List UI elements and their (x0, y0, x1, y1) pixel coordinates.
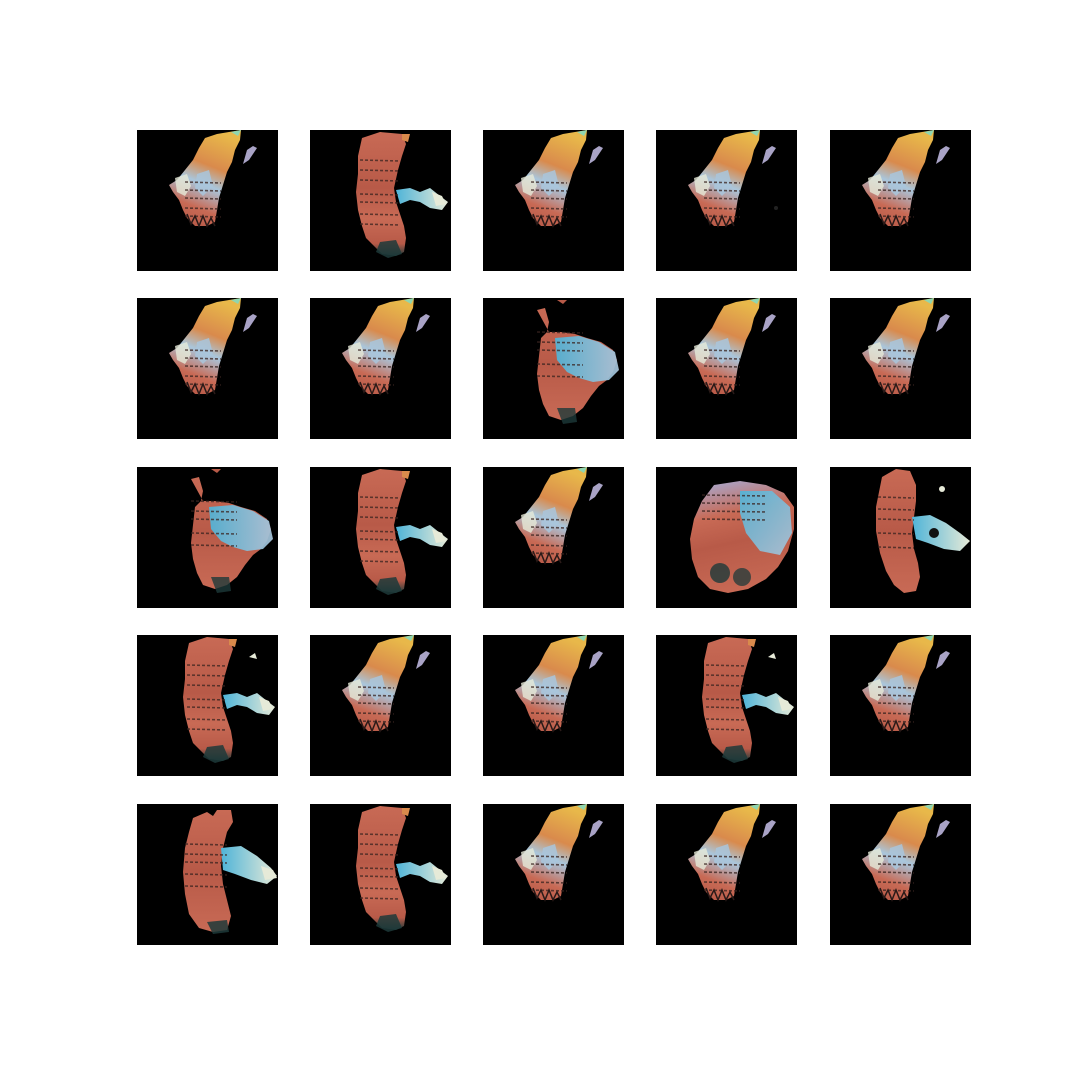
image-panel (656, 467, 797, 608)
image-panel (656, 130, 797, 271)
blob-image (483, 298, 624, 439)
blob-image (137, 635, 278, 776)
image-panel (137, 298, 278, 439)
image-panel (137, 130, 278, 271)
image-panel (483, 635, 624, 776)
blob-image (137, 298, 278, 439)
blob-image (656, 635, 797, 776)
image-panel (656, 298, 797, 439)
blob-image (830, 467, 971, 608)
blob-image (310, 804, 451, 945)
image-panel (137, 635, 278, 776)
blob-image (656, 298, 797, 439)
blob-image (656, 130, 797, 271)
image-panel (137, 804, 278, 945)
image-panel (830, 635, 971, 776)
blob-image (137, 130, 278, 271)
image-panel (137, 467, 278, 608)
blob-image (483, 804, 624, 945)
image-panel (310, 467, 451, 608)
blob-image (310, 130, 451, 271)
image-panel (310, 635, 451, 776)
image-panel (656, 804, 797, 945)
image-panel (483, 804, 624, 945)
image-panel (656, 635, 797, 776)
image-panel (483, 130, 624, 271)
blob-image (310, 467, 451, 608)
image-panel (830, 298, 971, 439)
blob-image (483, 130, 624, 271)
blob-image (830, 298, 971, 439)
image-panel (483, 467, 624, 608)
blob-image (656, 804, 797, 945)
blob-image (656, 467, 797, 608)
image-panel (830, 130, 971, 271)
image-panel (830, 467, 971, 608)
blob-image (310, 635, 451, 776)
image-panel (483, 298, 624, 439)
blob-image (830, 635, 971, 776)
image-panel (830, 804, 971, 945)
blob-image (310, 298, 451, 439)
image-panel (310, 298, 451, 439)
blob-image (137, 467, 278, 608)
blob-image (483, 467, 624, 608)
image-panel (310, 130, 451, 271)
blob-image (483, 635, 624, 776)
blob-image (830, 130, 971, 271)
image-panel (310, 804, 451, 945)
blob-image (137, 804, 278, 945)
blob-image (830, 804, 971, 945)
